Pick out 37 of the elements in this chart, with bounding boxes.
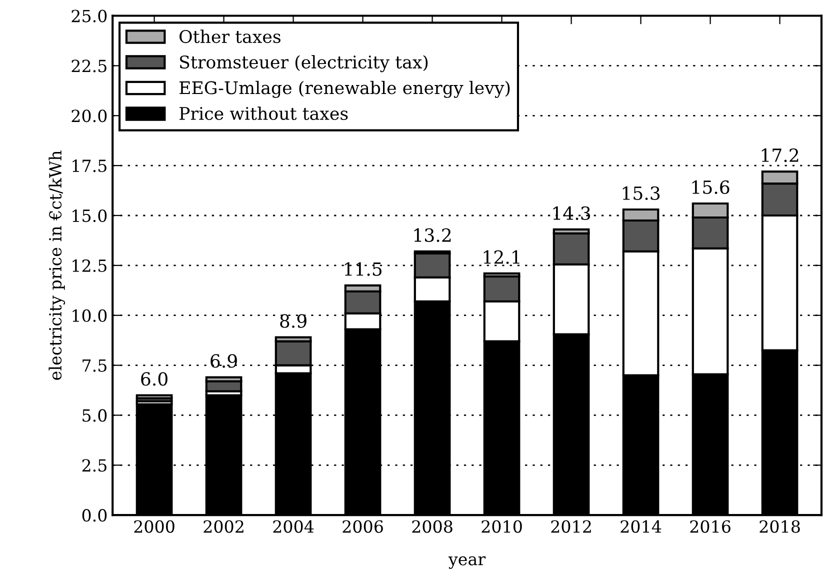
total-label: 11.5 <box>344 262 382 276</box>
y-tick-label: 7.5 <box>82 359 106 372</box>
x-tick-label: 2000 <box>134 520 174 533</box>
total-label: 8.9 <box>280 314 306 328</box>
total-label: 14.3 <box>553 206 590 220</box>
x-tick-label: 2018 <box>760 520 800 533</box>
x-tick-label: 2004 <box>273 520 314 533</box>
total-label: 15.3 <box>622 186 660 200</box>
x-tick-label: 2014 <box>620 520 662 533</box>
total-label: 12.1 <box>484 250 520 264</box>
total-label: 6.9 <box>210 354 237 368</box>
x-tick-label: 2006 <box>342 520 383 533</box>
legend-label: Stromsteuer (electricity tax) <box>180 55 428 72</box>
y-axis-title: electricity price in €ct/kWh <box>48 150 66 380</box>
y-tick-label: 17.5 <box>72 160 106 172</box>
y-tick-label: 0.0 <box>82 509 107 522</box>
y-tick-label: 20.0 <box>72 110 107 122</box>
y-tick-label: 10.0 <box>72 309 107 322</box>
total-label: 15.6 <box>692 180 730 194</box>
x-tick-label: 2012 <box>551 520 591 533</box>
total-label: 6.0 <box>141 372 168 386</box>
y-tick-label: 15.0 <box>72 209 107 222</box>
y-tick-label: 25.0 <box>72 10 107 22</box>
x-axis-title: year <box>448 556 486 569</box>
y-tick-label: 12.5 <box>72 259 106 272</box>
total-label: 17.2 <box>762 148 798 162</box>
x-tick-label: 2016 <box>690 520 730 533</box>
legend-label: EEG-Umlage (renewable energy levy) <box>180 80 510 98</box>
legend-label: Other taxes <box>180 30 280 44</box>
total-label: 13.2 <box>414 228 451 242</box>
y-tick-label: 22.5 <box>72 60 106 72</box>
x-tick-label: 2010 <box>482 520 522 533</box>
legend-label: Price without taxes <box>180 106 348 120</box>
y-tick-label: 5.0 <box>82 409 107 422</box>
x-tick-label: 2002 <box>204 520 244 533</box>
x-tick-label: 2008 <box>412 520 452 533</box>
y-tick-label: 2.5 <box>82 459 106 472</box>
